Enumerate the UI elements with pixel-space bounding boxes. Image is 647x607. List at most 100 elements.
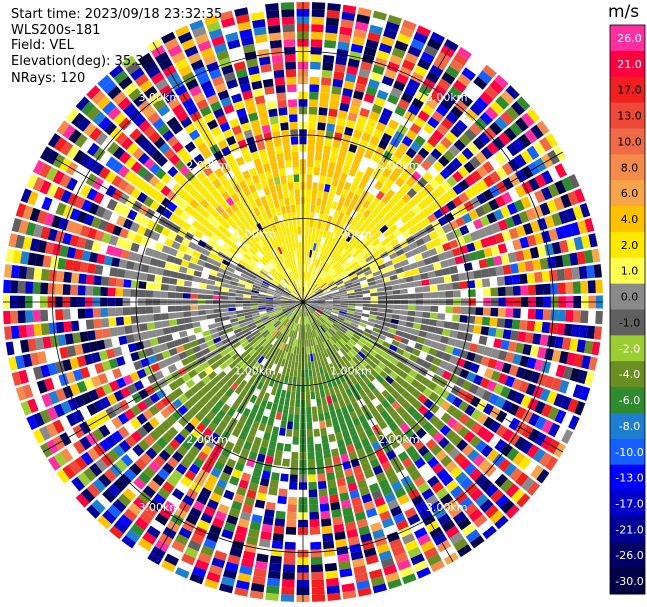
range-gate xyxy=(287,360,292,369)
range-gate xyxy=(120,205,131,218)
range-gate xyxy=(466,351,476,362)
range-gate xyxy=(284,54,296,63)
range-gate xyxy=(560,395,572,411)
range-gate xyxy=(271,540,284,550)
range-gate xyxy=(422,206,433,217)
range-ring-label: 1.00km xyxy=(330,364,372,377)
range-gate xyxy=(331,448,340,458)
range-gate xyxy=(179,211,190,221)
range-gate xyxy=(235,156,245,167)
range-gate xyxy=(191,428,202,439)
range-gate xyxy=(330,378,338,387)
colorbar-tick-label: -30.0 xyxy=(615,575,643,588)
range-gate xyxy=(149,392,161,404)
range-gate xyxy=(326,339,333,347)
range-gate xyxy=(408,354,419,363)
range-gate xyxy=(251,403,260,413)
range-gate xyxy=(105,348,116,359)
range-gate xyxy=(276,153,284,162)
range-gate xyxy=(452,290,461,298)
range-gate xyxy=(190,533,205,545)
range-gate xyxy=(264,351,272,360)
range-gate xyxy=(495,396,507,409)
range-gate xyxy=(166,341,176,350)
range-gate xyxy=(452,306,461,314)
range-gate xyxy=(530,464,544,480)
range-gate xyxy=(315,243,320,252)
range-gate xyxy=(505,106,520,121)
range-gate xyxy=(240,448,250,458)
range-gate xyxy=(587,280,596,294)
range-gate xyxy=(412,389,422,400)
range-gate xyxy=(342,87,353,98)
range-gate xyxy=(265,306,274,309)
range-gate xyxy=(318,270,325,278)
range-gate xyxy=(325,303,333,306)
range-gate xyxy=(319,92,330,101)
range-gate xyxy=(65,220,76,233)
range-gate xyxy=(474,279,483,288)
range-gate xyxy=(217,503,230,515)
range-gate xyxy=(334,351,342,360)
range-gate xyxy=(319,206,326,215)
range-gate xyxy=(136,426,149,438)
range-gate xyxy=(223,489,235,501)
range-gate xyxy=(216,357,226,366)
range-gate xyxy=(190,293,199,299)
range-gate xyxy=(57,334,67,347)
range-gate xyxy=(72,260,82,272)
range-gate xyxy=(333,71,345,81)
range-gate xyxy=(324,264,331,273)
range-gate xyxy=(353,441,363,451)
range-gate xyxy=(464,108,479,122)
range-gate xyxy=(174,234,184,244)
range-gate xyxy=(183,311,192,318)
range-gate xyxy=(322,311,331,317)
range-gate xyxy=(428,414,440,426)
range-gate xyxy=(389,252,398,260)
range-gate xyxy=(350,336,359,343)
range-gate xyxy=(192,345,202,354)
range-gate xyxy=(139,272,148,281)
range-gate xyxy=(294,361,298,370)
range-gate xyxy=(274,290,283,295)
range-gate xyxy=(270,269,277,276)
range-gate xyxy=(519,273,528,284)
range-gate xyxy=(401,411,412,422)
range-gate xyxy=(18,265,28,279)
range-gate xyxy=(274,308,282,312)
range-gate xyxy=(470,408,482,421)
range-gate xyxy=(266,577,280,587)
range-gate xyxy=(542,309,551,321)
range-gate xyxy=(559,351,569,365)
range-gate xyxy=(325,247,332,256)
range-gate xyxy=(171,488,185,501)
range-gate xyxy=(320,427,328,436)
range-gate xyxy=(213,550,228,562)
range-gate xyxy=(274,364,281,373)
range-gate xyxy=(557,309,566,322)
range-gate xyxy=(312,242,317,251)
range-gate xyxy=(220,304,229,309)
range-gate xyxy=(307,459,316,468)
range-gate xyxy=(408,241,419,250)
range-gate xyxy=(438,234,449,244)
range-gate xyxy=(365,554,379,565)
range-gate xyxy=(167,364,178,374)
range-gate xyxy=(527,284,536,296)
range-gate xyxy=(274,356,280,365)
range-gate xyxy=(330,271,338,278)
range-gate xyxy=(310,273,315,282)
range-gate xyxy=(155,328,164,337)
range-gate xyxy=(109,267,119,277)
range-gate xyxy=(66,177,78,191)
range-gate xyxy=(289,481,298,490)
range-gate xyxy=(428,247,438,257)
range-gate xyxy=(307,354,311,362)
range-gate xyxy=(205,289,214,295)
range-gate xyxy=(336,439,346,448)
range-gate xyxy=(348,298,356,301)
range-gate xyxy=(249,359,257,368)
range-gate xyxy=(79,153,92,168)
range-gate xyxy=(295,302,303,305)
